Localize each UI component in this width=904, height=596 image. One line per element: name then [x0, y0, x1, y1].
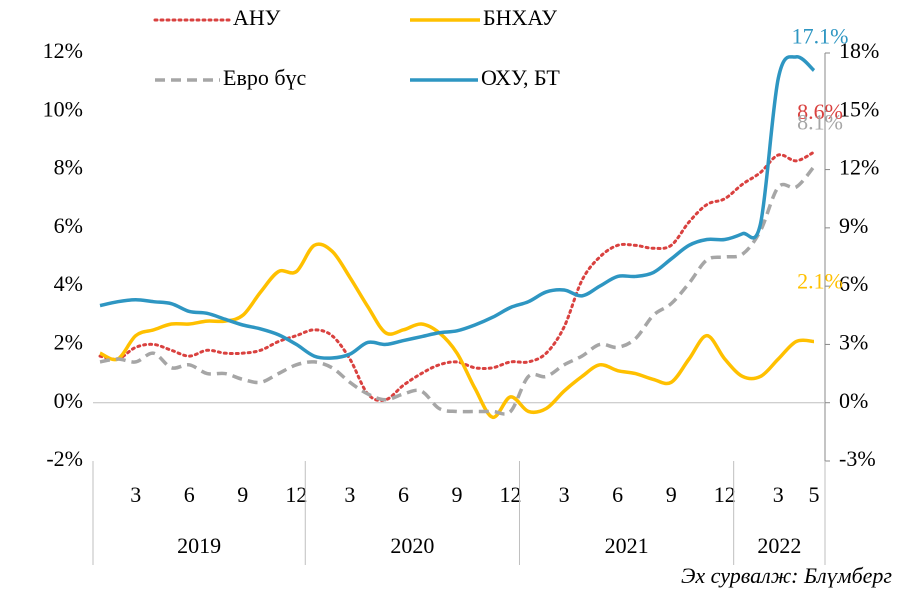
y2-tick-label: 9%: [839, 213, 868, 238]
y-tick-label: 8%: [54, 155, 83, 180]
series-line: [98, 150, 816, 402]
x-tick-label: 12: [714, 482, 736, 507]
y2-tick-label: 6%: [839, 271, 868, 296]
series-line: [99, 55, 816, 360]
y-tick-label: -2%: [46, 446, 83, 471]
x-tick-label: 9: [452, 482, 463, 507]
y-tick-label: 4%: [54, 271, 83, 296]
y2-tick-label: -3%: [839, 446, 876, 471]
y-tick-label: 0%: [54, 388, 83, 413]
x-tick-label: 12: [500, 482, 522, 507]
y2-tick-label: 18%: [839, 38, 879, 63]
x-tick-label: 3: [773, 482, 784, 507]
x-tick-label: 5: [809, 482, 820, 507]
series-line: [99, 165, 816, 416]
legend-label: Евро бүс: [223, 65, 307, 90]
y-tick-label: 12%: [43, 38, 83, 63]
x-tick-label: 6: [398, 482, 409, 507]
y2-tick-label: 3%: [839, 329, 868, 354]
year-label: 2022: [757, 533, 801, 558]
legend-label: БНХАУ: [483, 5, 557, 30]
end-value-label: 17.1%: [792, 24, 849, 49]
year-label: 2021: [605, 533, 649, 558]
y-tick-label: 10%: [43, 96, 83, 121]
year-label: 2020: [390, 533, 434, 558]
legend-label: АНУ: [233, 5, 281, 30]
year-label: 2019: [177, 533, 221, 558]
end-value-label: 2.1%: [797, 269, 843, 294]
y-tick-label: 2%: [54, 329, 83, 354]
end-value-label: 8.1%: [797, 110, 843, 135]
x-tick-label: 9: [237, 482, 248, 507]
x-tick-label: 9: [666, 482, 677, 507]
y-tick-label: 6%: [54, 213, 83, 238]
y2-tick-label: 15%: [839, 96, 879, 121]
x-tick-label: 3: [344, 482, 355, 507]
y2-tick-label: 0%: [839, 388, 868, 413]
series-line: [99, 242, 815, 420]
x-tick-label: 3: [130, 482, 141, 507]
x-tick-label: 3: [559, 482, 570, 507]
x-tick-label: 12: [285, 482, 307, 507]
y2-tick-label: 12%: [839, 155, 879, 180]
end-value-label: 8.6%: [797, 99, 843, 124]
legend-label: ОХУ, БТ: [481, 65, 560, 90]
x-tick-label: 6: [612, 482, 623, 507]
source-note: Эх сурвалж: Блүмберг: [681, 563, 892, 588]
x-tick-label: 6: [184, 482, 195, 507]
